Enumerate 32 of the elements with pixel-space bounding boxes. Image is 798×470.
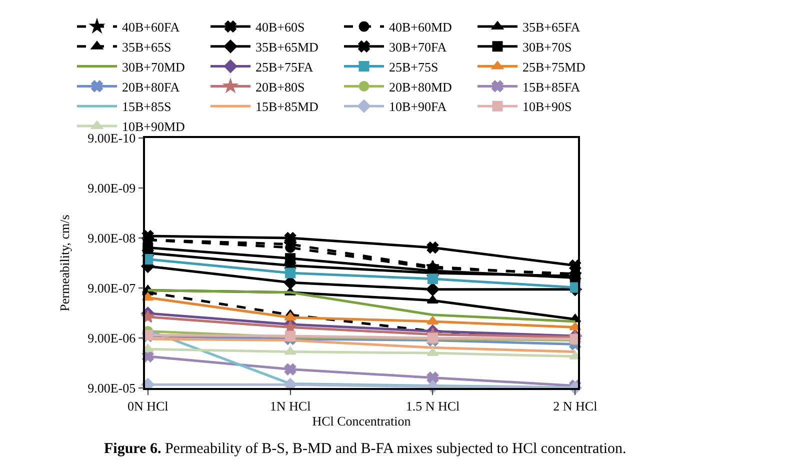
- legend-label: 15B+85S: [122, 99, 172, 114]
- legend-label: 35B+65S: [122, 39, 172, 54]
- legend-label: 40B+60MD: [389, 20, 452, 35]
- y-tick-label: 9.00E-08: [88, 230, 136, 246]
- y-tick-label: 9.00E-07: [88, 280, 136, 296]
- y-axis-title: Permeability, cm/s: [57, 214, 72, 312]
- legend-label: 30B+70FA: [389, 39, 448, 54]
- legend-label: 30B+70MD: [122, 59, 185, 74]
- y-tick-label: 9.00E-06: [88, 330, 136, 346]
- y-tick-label: 9.00E-09: [88, 180, 136, 196]
- legend-label: 35B+65MD: [256, 39, 318, 54]
- legend-label: 40B+60S: [256, 20, 305, 35]
- legend-label: 20B+80FA: [122, 79, 180, 94]
- x-tick-label: 1.5 N HCl: [406, 398, 460, 414]
- legend-label: 25B+75S: [389, 59, 438, 74]
- caption: Figure 6. Permeability of B-S, B-MD and B-FA mixes subjected to HCl concentration.: [104, 441, 626, 457]
- legend-label: 25B+75MD: [522, 59, 586, 74]
- x-tick-label: 0N HCl: [127, 398, 169, 414]
- legend-label: 10B+90FA: [389, 99, 448, 114]
- y-tick-label: 9.00E-05: [88, 380, 136, 396]
- x-axis-title: HCl Concentration: [312, 413, 412, 428]
- x-tick-label: 1N HCl: [270, 398, 312, 414]
- legend-label: 25B+75FA: [256, 59, 314, 74]
- x-tick-label: 2 N HCl: [553, 398, 598, 414]
- legend-label: 40B+60FA: [122, 20, 180, 35]
- legend-label: 35B+65FA: [522, 20, 581, 35]
- legend-label: 30B+70S: [522, 39, 572, 54]
- legend-label: 10B+90S: [522, 99, 572, 114]
- legend-label: 20B+80S: [256, 79, 305, 94]
- legend-label: 15B+85MD: [256, 99, 318, 114]
- legend-label: 15B+85FA: [522, 79, 581, 94]
- legend-label: 20B+80MD: [389, 79, 452, 94]
